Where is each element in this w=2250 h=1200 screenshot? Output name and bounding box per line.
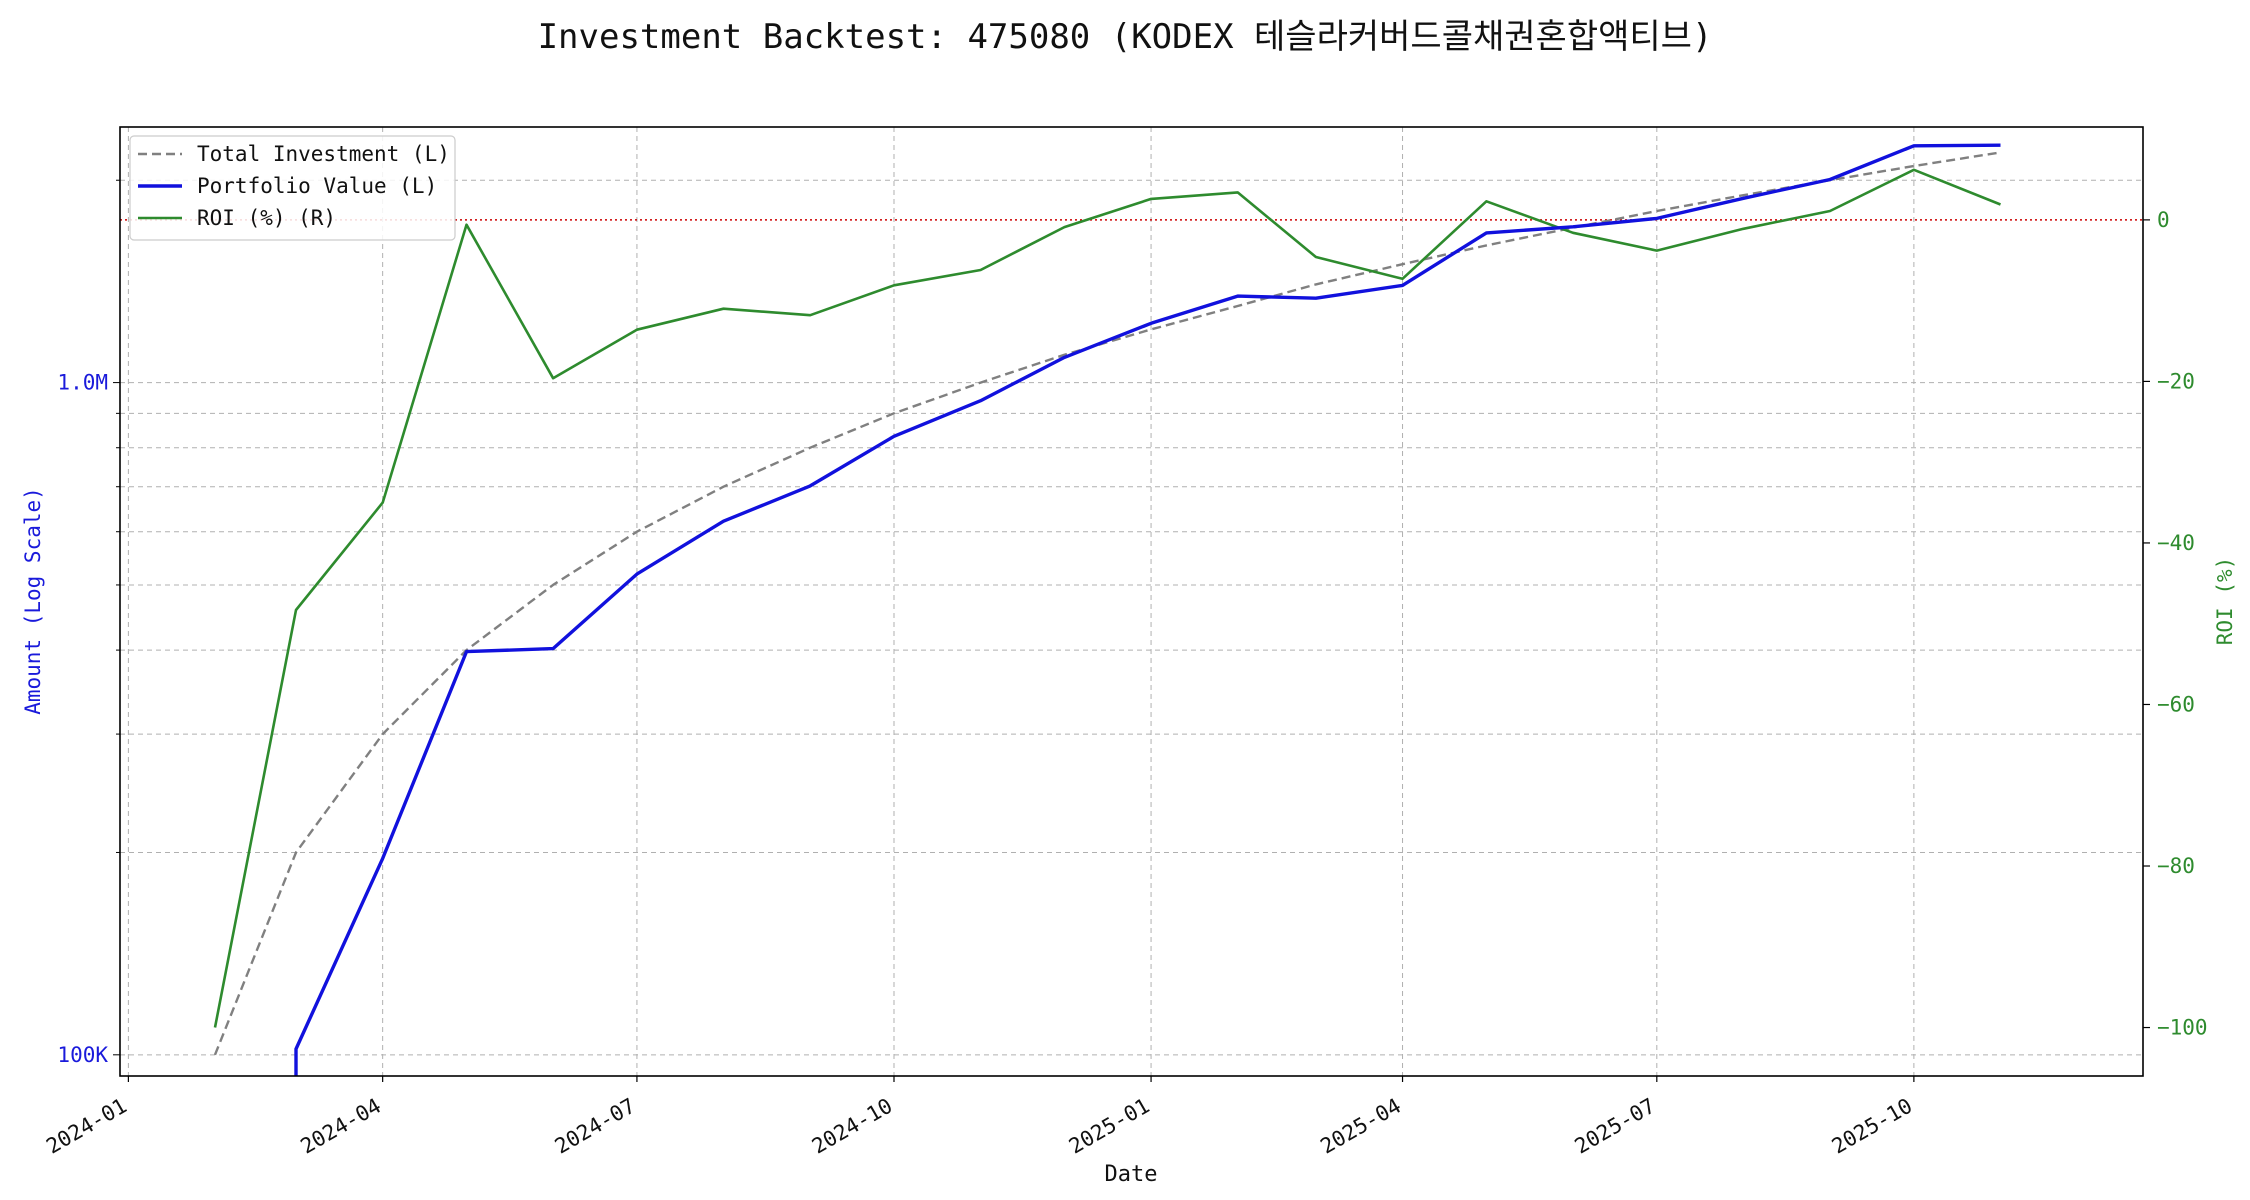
legend-label-portfolio-value: Portfolio Value (L) (197, 174, 437, 198)
portfolio-value-line (294, 143, 2001, 1076)
legend-box (129, 135, 456, 241)
grid (120, 127, 2143, 1076)
right-axis-ticks: 0 −20 −40 −60 −80 −100 (2143, 208, 2208, 1040)
legend-label-roi: ROI (%) (R) (197, 206, 336, 230)
chart-title: Investment Backtest: 475080 (KODEX 테슬라커버… (538, 17, 1713, 57)
series-lines (213, 143, 2001, 1076)
right-tick-label: −100 (2157, 1016, 2208, 1040)
right-axis-label: ROI (%) (2213, 557, 2237, 646)
left-tick-label: 100K (57, 1043, 108, 1067)
left-axis-ticks: 100K 1.0M (57, 179, 120, 1067)
left-tick-label: 1.0M (57, 371, 108, 395)
total-investment-line (213, 151, 2001, 1056)
right-tick-label: 0 (2157, 208, 2170, 232)
left-axis-label: Amount (Log Scale) (21, 487, 45, 715)
x-axis-label: Date (1105, 1162, 1158, 1187)
roi-line (213, 168, 2001, 1028)
right-tick-label: −20 (2157, 369, 2195, 393)
right-tick-label: −80 (2157, 854, 2195, 878)
plot-frame (119, 126, 2144, 1077)
right-tick-label: −60 (2157, 692, 2195, 716)
right-tick-label: −40 (2157, 531, 2195, 555)
legend: Total Investment (L) Portfolio Value (L)… (129, 135, 456, 241)
legend-label-total-investment: Total Investment (L) (197, 142, 450, 166)
